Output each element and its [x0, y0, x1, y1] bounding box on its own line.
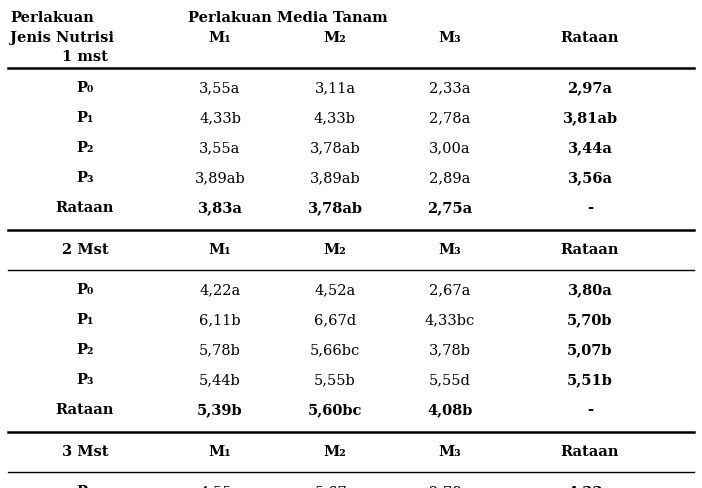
Text: P₃: P₃ [77, 373, 94, 387]
Text: P₃: P₃ [77, 171, 94, 185]
Text: 5,66bc: 5,66bc [310, 343, 360, 357]
Text: Rataan: Rataan [561, 31, 619, 45]
Text: 5,51b: 5,51b [567, 373, 613, 387]
Text: 3,89ab: 3,89ab [194, 171, 246, 185]
Text: 2,67a: 2,67a [430, 283, 470, 297]
Text: 5,07b: 5,07b [567, 343, 613, 357]
Text: 2,75a: 2,75a [428, 201, 472, 215]
Text: 3,44a: 3,44a [567, 141, 612, 155]
Text: 5,55d: 5,55d [429, 373, 471, 387]
Text: P₀: P₀ [77, 485, 93, 488]
Text: 4,08b: 4,08b [428, 403, 472, 417]
Text: Perlakuan: Perlakuan [10, 11, 94, 25]
Text: M₃: M₃ [439, 445, 461, 459]
Text: 3,78ab: 3,78ab [307, 201, 362, 215]
Text: M₁: M₁ [208, 445, 232, 459]
Text: 3,56a: 3,56a [567, 171, 613, 185]
Text: P₂: P₂ [77, 141, 94, 155]
Text: P₀: P₀ [77, 283, 93, 297]
Text: P₁: P₁ [77, 111, 93, 125]
Text: 3,55a: 3,55a [199, 141, 241, 155]
Text: Perlakuan Media Tanam: Perlakuan Media Tanam [187, 11, 388, 25]
Text: 2,97a: 2,97a [567, 81, 613, 95]
Text: Rataan: Rataan [56, 201, 114, 215]
Text: 6,67d: 6,67d [314, 313, 356, 327]
Text: 3,00a: 3,00a [429, 141, 471, 155]
Text: M₂: M₂ [324, 445, 346, 459]
Text: Rataan: Rataan [561, 243, 619, 257]
Text: M₂: M₂ [324, 243, 346, 257]
Text: 5,39b: 5,39b [197, 403, 243, 417]
Text: 3,55a: 3,55a [199, 81, 241, 95]
Text: 6,11b: 6,11b [199, 313, 241, 327]
Text: 5,60bc: 5,60bc [307, 403, 362, 417]
Text: 3,11a: 3,11a [314, 81, 355, 95]
Text: 4,22a: 4,22a [199, 283, 241, 297]
Text: 3,81ab: 3,81ab [562, 111, 618, 125]
Text: M₃: M₃ [439, 243, 461, 257]
Text: 3,78b: 3,78b [429, 343, 471, 357]
Text: 4,55a: 4,55a [199, 485, 241, 488]
Text: 5,44b: 5,44b [199, 373, 241, 387]
Text: 5,78b: 5,78b [199, 343, 241, 357]
Text: 5,55b: 5,55b [314, 373, 356, 387]
Text: P₁: P₁ [77, 313, 93, 327]
Text: 4,52a: 4,52a [314, 283, 356, 297]
Text: M₁: M₁ [208, 31, 232, 45]
Text: -: - [587, 201, 593, 215]
Text: 3,80a: 3,80a [568, 283, 612, 297]
Text: 2,78a: 2,78a [430, 485, 470, 488]
Text: P₀: P₀ [77, 81, 93, 95]
Text: Rataan: Rataan [56, 403, 114, 417]
Text: 5,70b: 5,70b [567, 313, 613, 327]
Text: 3,83a: 3,83a [197, 201, 242, 215]
Text: 3,89ab: 3,89ab [310, 171, 360, 185]
Text: M₁: M₁ [208, 243, 232, 257]
Text: 4,33a: 4,33a [567, 485, 612, 488]
Text: 4,33bc: 4,33bc [425, 313, 475, 327]
Text: 4,33b: 4,33b [314, 111, 356, 125]
Text: M₃: M₃ [439, 31, 461, 45]
Text: 2,78a: 2,78a [430, 111, 470, 125]
Text: Jenis Nutrisi: Jenis Nutrisi [10, 31, 114, 45]
Text: 3,78ab: 3,78ab [310, 141, 360, 155]
Text: 1 mst: 1 mst [62, 50, 108, 64]
Text: M₂: M₂ [324, 31, 346, 45]
Text: -: - [587, 403, 593, 417]
Text: 2,33a: 2,33a [429, 81, 471, 95]
Text: P₂: P₂ [77, 343, 94, 357]
Text: 2,89a: 2,89a [430, 171, 470, 185]
Text: 4,33b: 4,33b [199, 111, 241, 125]
Text: Rataan: Rataan [561, 445, 619, 459]
Text: 5,67a: 5,67a [314, 485, 356, 488]
Text: 3 Mst: 3 Mst [62, 445, 108, 459]
Text: 2 Mst: 2 Mst [62, 243, 108, 257]
